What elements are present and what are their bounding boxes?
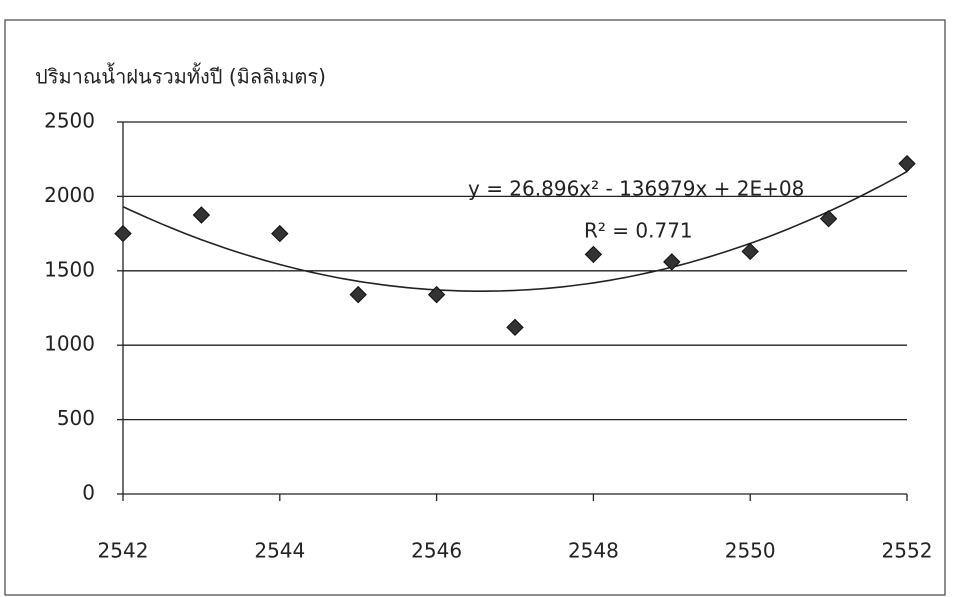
x-tick-label: 2544 (254, 539, 305, 563)
data-point (507, 319, 523, 335)
data-point (585, 246, 601, 262)
y-tick-label: 1500 (44, 257, 95, 281)
x-tick-label: 2542 (98, 539, 149, 563)
x-tick-label: 2550 (725, 539, 776, 563)
data-point (350, 287, 366, 303)
y-tick-label: 2500 (44, 109, 95, 133)
y-tick-label: 500 (57, 406, 95, 430)
data-point (193, 207, 209, 223)
y-axis-label: ปริมาณน้ำฝนรวมทั้งปี (มิลลิเมตร) (35, 63, 326, 89)
y-tick-label: 2000 (44, 183, 95, 207)
r-squared: R² = 0.771 (584, 219, 693, 243)
x-tick-label: 2552 (882, 539, 933, 563)
y-tick-label: 0 (82, 481, 95, 505)
y-tick-label: 1000 (44, 332, 95, 356)
data-point (899, 156, 915, 172)
data-point (115, 226, 131, 242)
data-point (272, 226, 288, 242)
x-tick-label: 2548 (568, 539, 619, 563)
x-tick-label: 2546 (411, 539, 462, 563)
chart-frame (5, 20, 945, 595)
data-point (664, 254, 680, 270)
chart: ปริมาณน้ำฝนรวมทั้งปี (มิลลิเมตร) y = 26.… (0, 0, 955, 597)
page: {"chart_data": {"type": "scatter", "y_ax… (0, 0, 955, 597)
data-point (821, 211, 837, 227)
